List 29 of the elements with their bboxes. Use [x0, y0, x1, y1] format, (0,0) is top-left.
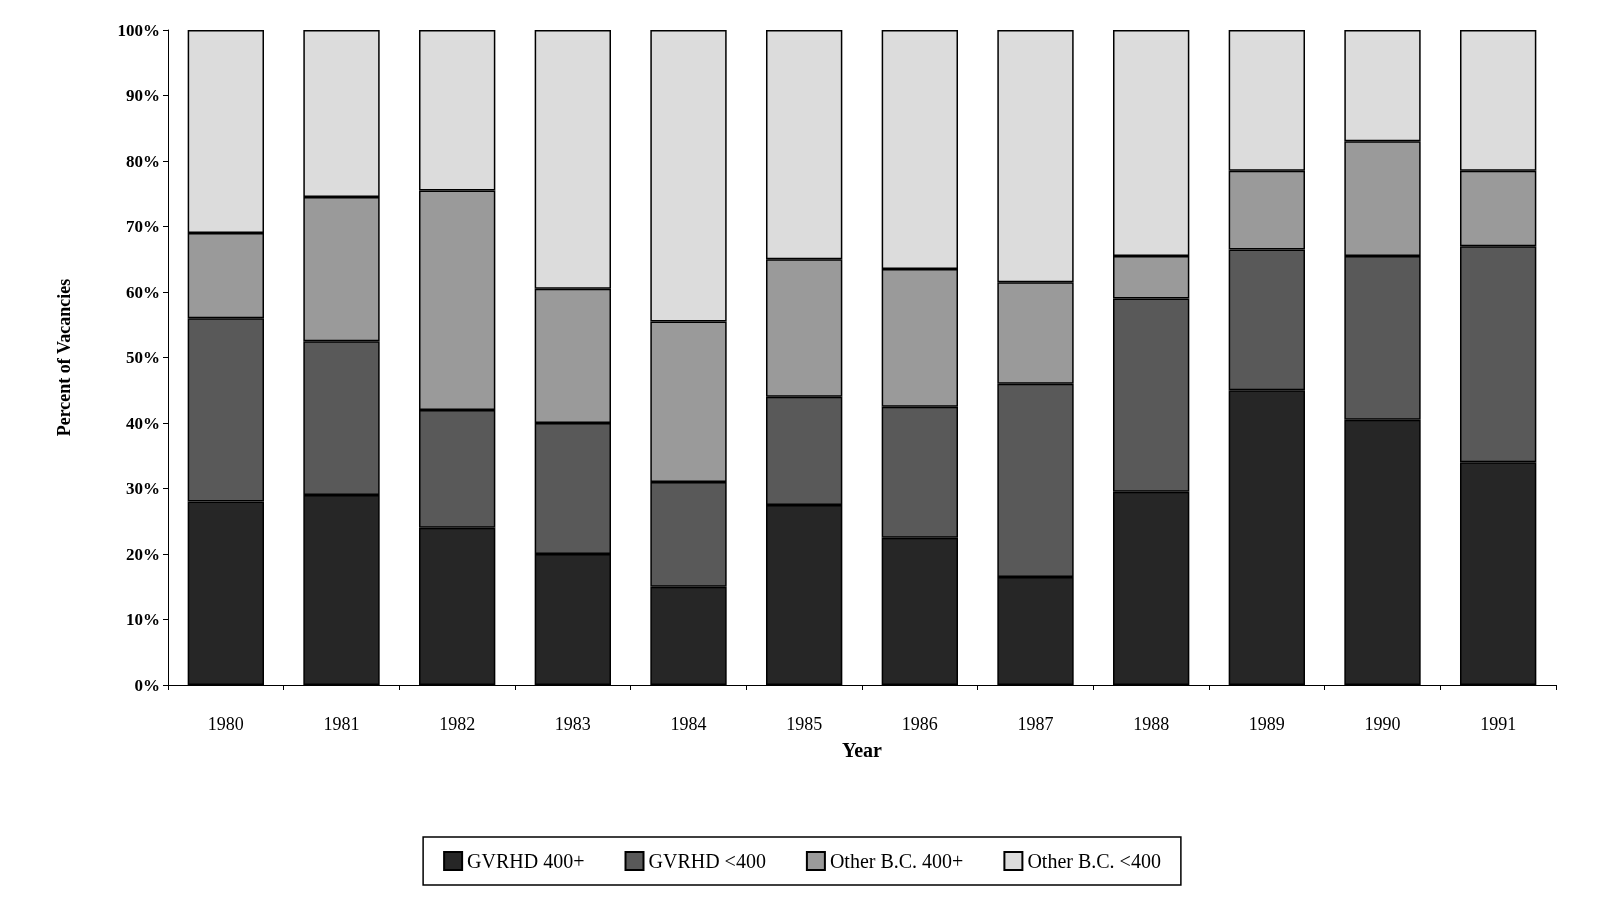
- x-tick-label: 1980: [207, 714, 244, 734]
- x-tick-label: 1990: [1364, 714, 1401, 734]
- y-tick-label: 20%: [126, 544, 160, 564]
- y-axis-title: Percent of Vacancies: [54, 278, 74, 437]
- y-tick-label: 100%: [117, 20, 160, 40]
- y-tick-label: 30%: [126, 479, 160, 498]
- y-tick-label: 90%: [126, 86, 160, 105]
- legend-label: Other B.C. 400+: [829, 850, 964, 872]
- x-tick-label: 1986: [901, 714, 938, 734]
- x-tick-label: 1985: [786, 714, 823, 734]
- y-tick-label: 50%: [126, 348, 160, 367]
- x-tick-label: 1989: [1248, 714, 1285, 734]
- x-tick-label: 1991: [1480, 714, 1517, 734]
- x-tick-label: 1987: [1017, 714, 1054, 734]
- legend-label: GVRHD <400: [648, 850, 766, 872]
- y-tick-label: 60%: [126, 282, 160, 302]
- y-tick-label: 0%: [134, 675, 160, 695]
- x-tick-label: 1983: [554, 714, 591, 734]
- x-tick-label: 1988: [1133, 714, 1170, 734]
- x-tick-label: 1981: [323, 714, 360, 734]
- y-tick-label: 70%: [126, 217, 160, 236]
- x-tick-label: 1984: [670, 714, 707, 734]
- y-tick-label: 10%: [126, 610, 160, 629]
- x-tick-label: 1982: [439, 714, 476, 734]
- y-tick-label: 80%: [126, 151, 160, 171]
- x-axis-title: Year: [842, 739, 883, 761]
- legend-label: GVRHD 400+: [467, 850, 585, 872]
- y-tick-label: 40%: [126, 413, 160, 433]
- legend-label: Other B.C. <400: [1027, 850, 1161, 872]
